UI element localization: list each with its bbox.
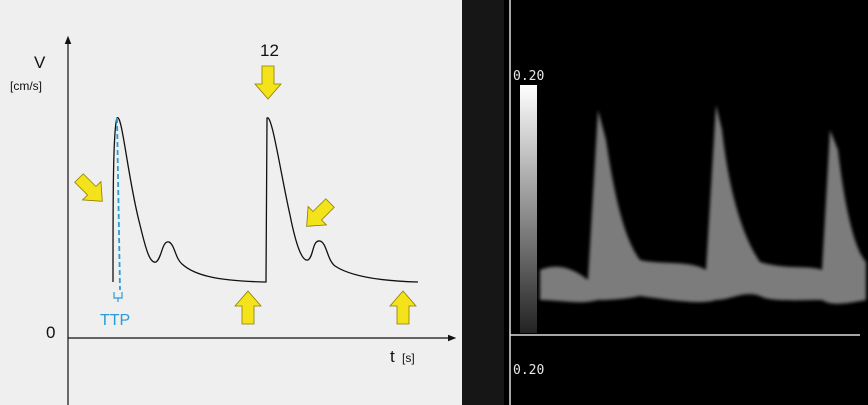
scale-label: 0.20 [513, 69, 544, 84]
y-axis-symbol: V [34, 53, 46, 72]
scale-label: 0.20 [513, 363, 544, 378]
arrows [74, 65, 417, 325]
arrow-down [254, 65, 282, 100]
arrow-up [389, 290, 417, 325]
arrow-up [234, 290, 262, 325]
waveform [112, 117, 419, 283]
origin-label: 0 [46, 323, 55, 342]
x-axis-symbol: t [390, 347, 395, 366]
arrow-diagonal [74, 173, 103, 202]
ttp-line [116, 117, 121, 291]
doppler-signal [540, 105, 866, 304]
ultrasound-edge [462, 0, 504, 405]
number-label: 12 [260, 41, 279, 60]
ttp-label: TTP [100, 312, 130, 329]
ttp-bracket [113, 292, 123, 302]
x-axis-unit: [s] [402, 351, 415, 365]
arrow-diagonal [306, 198, 335, 227]
schematic-background [0, 0, 462, 405]
y-axis-unit: [cm/s] [10, 79, 42, 93]
gray-scale-bar [520, 85, 537, 333]
